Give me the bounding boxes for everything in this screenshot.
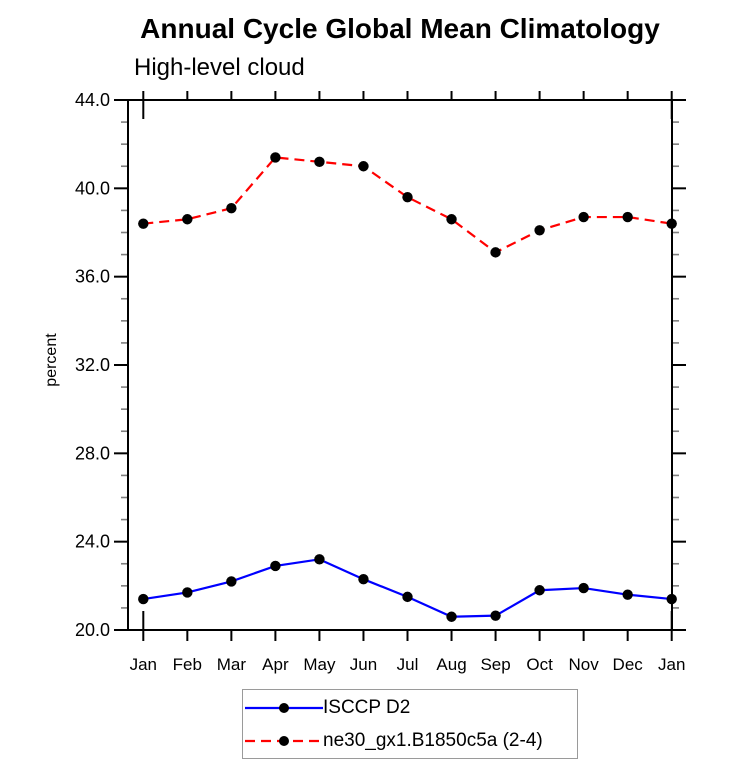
x-tick-label: Mar bbox=[217, 655, 247, 674]
data-point bbox=[490, 610, 501, 621]
legend-line-sample-solid bbox=[245, 702, 323, 713]
x-tick-label: Jan bbox=[658, 655, 685, 674]
data-point bbox=[622, 589, 633, 600]
y-tick-label: 28.0 bbox=[75, 443, 110, 463]
x-tick-label: Aug bbox=[436, 655, 466, 674]
y-tick-label: 32.0 bbox=[75, 355, 110, 375]
chart-subtitle: High-level cloud bbox=[134, 54, 305, 81]
chart-title: Annual Cycle Global Mean Climatology bbox=[140, 13, 660, 44]
x-tick-label: May bbox=[303, 655, 336, 674]
x-tick-label: Feb bbox=[173, 655, 202, 674]
data-point bbox=[270, 152, 281, 163]
x-tick-label: Oct bbox=[526, 655, 553, 674]
data-point bbox=[534, 585, 545, 596]
data-point bbox=[622, 211, 633, 223]
legend-marker-0 bbox=[279, 702, 289, 713]
legend-label-observation: ISCCP D2 bbox=[323, 697, 411, 718]
data-point bbox=[666, 218, 677, 229]
legend-item-observation: ISCCP D2 bbox=[243, 692, 577, 723]
legend-label-model: ne30_gx1.B1850c5a (2-4) bbox=[323, 730, 543, 751]
data-point bbox=[182, 214, 193, 225]
legend-item-model: ne30_gx1.B1850c5a (2-4) bbox=[243, 725, 577, 756]
y-tick-label: 20.0 bbox=[75, 620, 110, 640]
x-tick-label: Jul bbox=[397, 655, 419, 674]
data-point bbox=[666, 593, 677, 605]
data-point bbox=[226, 576, 237, 587]
y-tick-label: 44.0 bbox=[75, 90, 110, 110]
data-point bbox=[578, 582, 589, 594]
data-point bbox=[182, 587, 193, 598]
x-tick-label: Jun bbox=[350, 655, 377, 674]
data-point bbox=[446, 611, 457, 622]
data-point bbox=[402, 591, 413, 603]
data-point bbox=[270, 560, 281, 572]
data-point bbox=[226, 203, 237, 214]
axis-frame bbox=[127, 99, 673, 631]
y-tick-label: 40.0 bbox=[75, 178, 110, 198]
series-line-1 bbox=[143, 156, 672, 254]
legend: ISCCP D2 ne30_gx1.B1850c5a (2-4) bbox=[242, 689, 578, 759]
data-point bbox=[490, 247, 501, 258]
data-point bbox=[138, 593, 149, 605]
data-point bbox=[578, 211, 589, 223]
series-line-0 bbox=[143, 558, 672, 618]
legend-line-sample-dashed bbox=[245, 735, 323, 746]
x-tick-label: Sep bbox=[480, 655, 510, 674]
legend-marker-1 bbox=[279, 735, 289, 746]
data-point bbox=[446, 214, 457, 225]
data-point bbox=[358, 161, 369, 172]
data-point bbox=[534, 225, 545, 236]
x-tick-label: Jan bbox=[130, 655, 157, 674]
data-point bbox=[314, 156, 325, 168]
data-point bbox=[402, 191, 413, 203]
x-tick-label: Dec bbox=[613, 655, 644, 674]
y-tick-label: 36.0 bbox=[75, 267, 110, 287]
data-point bbox=[314, 554, 325, 565]
x-tick-label: Apr bbox=[262, 655, 289, 674]
data-point bbox=[138, 218, 149, 229]
x-tick-label: Nov bbox=[569, 655, 600, 674]
y-tick-label: 24.0 bbox=[75, 532, 110, 552]
data-point bbox=[358, 574, 369, 585]
